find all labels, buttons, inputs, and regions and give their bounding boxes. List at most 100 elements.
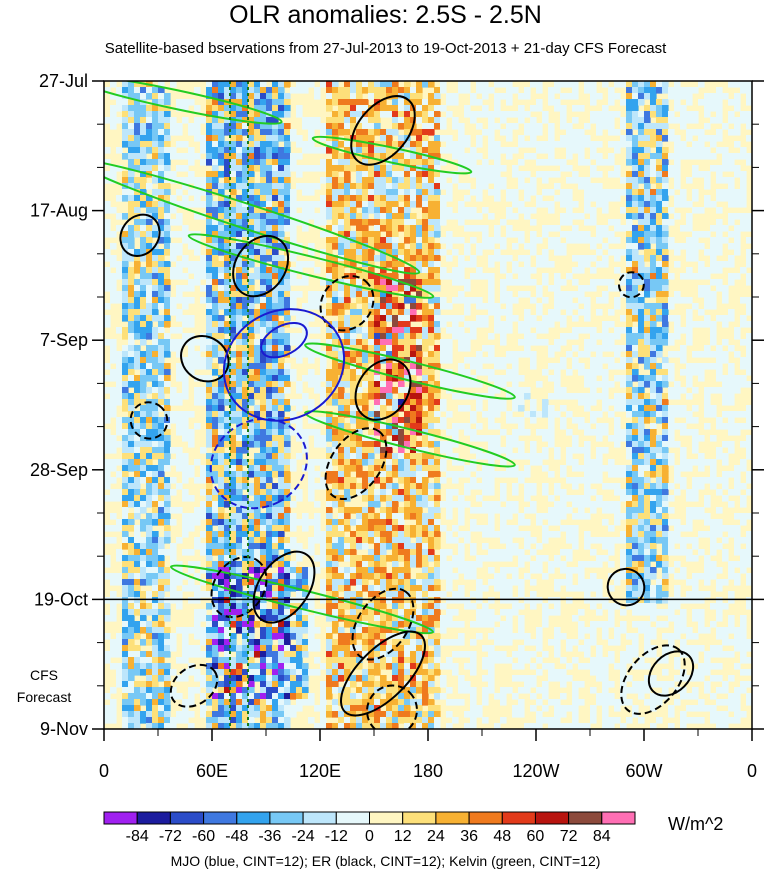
anomaly-cell <box>218 507 225 514</box>
anomaly-cell <box>338 513 345 520</box>
anomaly-cell <box>338 717 345 724</box>
anomaly-cell <box>116 147 123 154</box>
anomaly-cell <box>416 249 423 256</box>
anomaly-cell <box>146 273 153 280</box>
anomaly-cell <box>446 453 453 460</box>
anomaly-cell <box>206 135 213 142</box>
anomaly-cell <box>338 423 345 430</box>
anomaly-cell <box>230 327 237 334</box>
anomaly-cell <box>368 231 375 238</box>
anomaly-cell <box>122 177 129 184</box>
anomaly-cell <box>338 567 345 574</box>
anomaly-cell <box>416 393 423 400</box>
anomaly-cell <box>230 303 237 310</box>
anomaly-cell <box>320 195 327 202</box>
anomaly-cell <box>386 723 393 729</box>
anomaly-cell <box>362 309 369 316</box>
anomaly-cell <box>152 201 159 208</box>
anomaly-cell <box>176 105 183 112</box>
anomaly-cell <box>176 375 183 382</box>
anomaly-cell <box>428 165 435 172</box>
anomaly-cell <box>176 573 183 580</box>
anomaly-cell <box>266 201 273 208</box>
anomaly-cell <box>158 717 165 724</box>
anomaly-cell <box>152 561 159 568</box>
anomaly-cell <box>218 393 225 400</box>
anomaly-cell <box>338 249 345 256</box>
anomaly-cell <box>284 369 291 376</box>
anomaly-cell <box>206 309 213 316</box>
anomaly-cell <box>248 261 255 268</box>
anomaly-cell <box>122 723 129 729</box>
anomaly-cell <box>236 213 243 220</box>
anomaly-cell <box>284 567 291 574</box>
anomaly-cell <box>242 405 249 412</box>
anomaly-cell <box>428 99 435 106</box>
anomaly-cell <box>434 489 441 496</box>
anomaly-cell <box>428 675 435 682</box>
anomaly-cell <box>296 153 303 160</box>
anomaly-cell <box>242 375 249 382</box>
anomaly-cell <box>152 633 159 640</box>
anomaly-cell <box>422 699 429 706</box>
anomaly-cell <box>248 195 255 202</box>
anomaly-cell <box>128 309 135 316</box>
anomaly-cell <box>266 633 273 640</box>
anomaly-cell <box>194 261 201 268</box>
anomaly-cell <box>272 471 279 478</box>
anomaly-cell <box>320 561 327 568</box>
anomaly-cell <box>266 423 273 430</box>
anomaly-cell <box>194 573 201 580</box>
anomaly-cell <box>140 711 147 718</box>
anomaly-cell <box>332 645 339 652</box>
anomaly-cell <box>260 159 267 166</box>
anomaly-cell <box>296 309 303 316</box>
anomaly-cell <box>380 183 387 190</box>
anomaly-cell <box>440 663 447 670</box>
anomaly-cell <box>122 681 129 688</box>
anomaly-cell <box>212 237 219 244</box>
anomaly-cell <box>314 627 321 634</box>
anomaly-cell <box>248 543 255 550</box>
anomaly-cell <box>416 183 423 190</box>
anomaly-cell <box>230 363 237 370</box>
anomaly-cell <box>380 105 387 112</box>
anomaly-cell <box>212 381 219 388</box>
anomaly-cell <box>308 183 315 190</box>
anomaly-cell <box>122 561 129 568</box>
anomaly-cell <box>284 489 291 496</box>
anomaly-cell <box>362 141 369 148</box>
anomaly-cell <box>254 165 261 172</box>
anomaly-cell <box>296 621 303 628</box>
anomaly-cell <box>440 375 447 382</box>
anomaly-cell <box>260 201 267 208</box>
anomaly-cell <box>146 555 153 562</box>
anomaly-cell <box>404 531 411 538</box>
anomaly-cell <box>122 435 129 442</box>
anomaly-cell <box>110 231 117 238</box>
anomaly-cell <box>224 303 231 310</box>
anomaly-cell <box>386 285 393 292</box>
anomaly-cell <box>350 141 357 148</box>
anomaly-cell <box>422 267 429 274</box>
anomaly-cell <box>398 525 405 532</box>
anomaly-cell <box>428 699 435 706</box>
anomaly-cell <box>302 693 309 700</box>
anomaly-cell <box>254 129 261 136</box>
anomaly-cell <box>200 189 207 196</box>
anomaly-cell <box>122 309 129 316</box>
anomaly-cell <box>266 255 273 262</box>
anomaly-cell <box>260 471 267 478</box>
anomaly-cell <box>410 249 417 256</box>
anomaly-cell <box>350 183 357 190</box>
anomaly-cell <box>236 675 243 682</box>
anomaly-cell <box>386 399 393 406</box>
anomaly-cell <box>116 225 123 232</box>
anomaly-cell <box>284 141 291 148</box>
anomaly-cell <box>392 189 399 196</box>
anomaly-cell <box>356 285 363 292</box>
anomaly-cell <box>344 717 351 724</box>
anomaly-cell <box>140 501 147 508</box>
anomaly-cell <box>404 579 411 586</box>
anomaly-cell <box>134 297 141 304</box>
